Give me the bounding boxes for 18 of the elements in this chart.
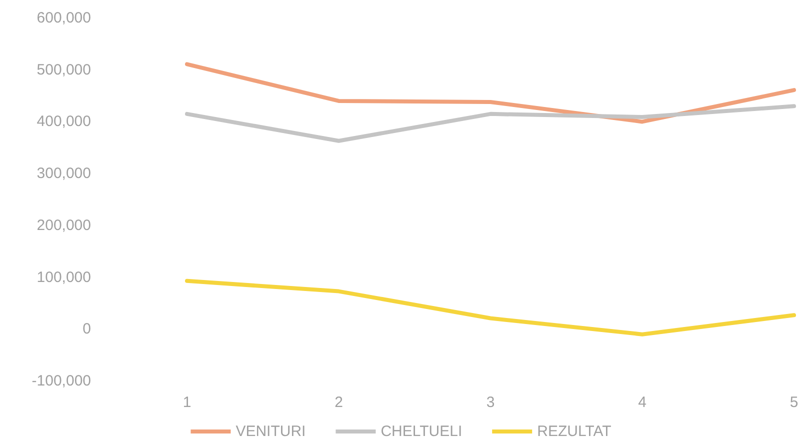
x-tick-label: 5 — [790, 394, 798, 411]
legend-label: REZULTAT — [537, 423, 612, 440]
legend-label: VENITURI — [236, 423, 306, 440]
y-tick-label: 100,000 — [36, 268, 91, 286]
x-tick-label: 1 — [182, 394, 192, 411]
legend-label: CHELTUELI — [380, 423, 462, 440]
x-tick-label: 3 — [486, 394, 495, 411]
y-tick-label: 600,000 — [36, 10, 91, 26]
line-series — [185, 278, 796, 336]
y-tick-label: 400,000 — [36, 113, 91, 130]
x-tick-label: 2 — [334, 394, 343, 411]
y-tick-label: 0 — [82, 320, 91, 338]
line-series — [185, 104, 796, 143]
y-tick-label: 500,000 — [36, 61, 91, 78]
y-tick-label: 300,000 — [36, 165, 91, 182]
y-tick-label: 200,000 — [36, 216, 91, 234]
y-tick-label: -100,000 — [32, 372, 91, 390]
x-tick-label: 4 — [638, 394, 646, 411]
